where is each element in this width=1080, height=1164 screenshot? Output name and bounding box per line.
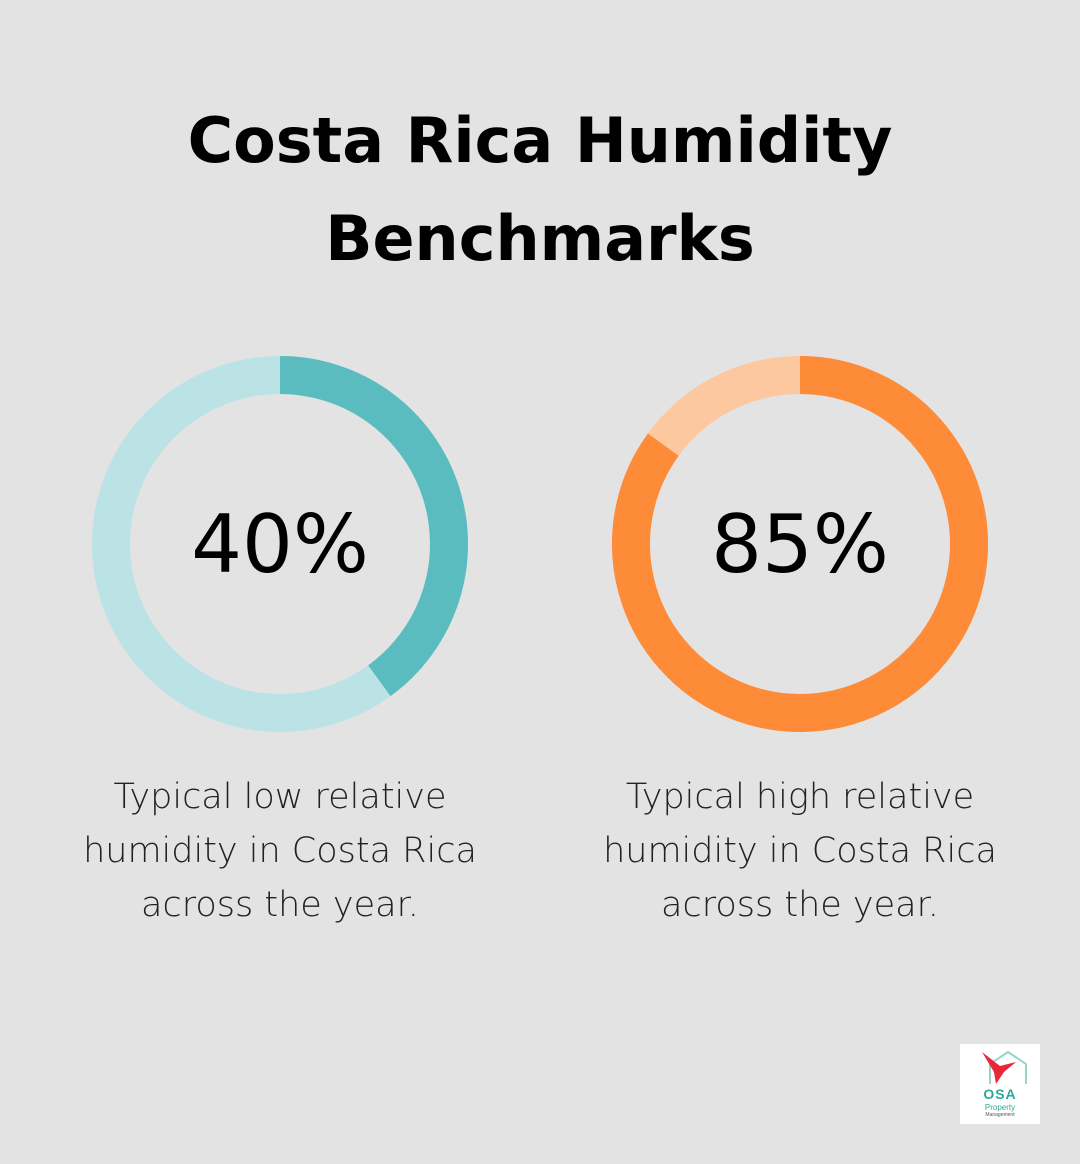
value-label: 85% <box>711 498 889 591</box>
caption: Typical high relative humidity in Costa … <box>603 777 997 925</box>
logo-icon <box>982 1050 1027 1084</box>
logo-text: Property <box>984 1103 1016 1112</box>
donut-arc <box>279 356 468 697</box>
logo-text: Management <box>985 1112 1015 1118</box>
caption: Typical low relative humidity in Costa R… <box>83 777 477 925</box>
donut-arc <box>612 356 988 732</box>
logo-name: OSA <box>983 1086 1017 1102</box>
logo: OSA Property Management <box>960 1044 1040 1124</box>
value-label: 40% <box>191 498 369 591</box>
title: Costa Rica Humidity Benchmarks <box>187 104 893 275</box>
